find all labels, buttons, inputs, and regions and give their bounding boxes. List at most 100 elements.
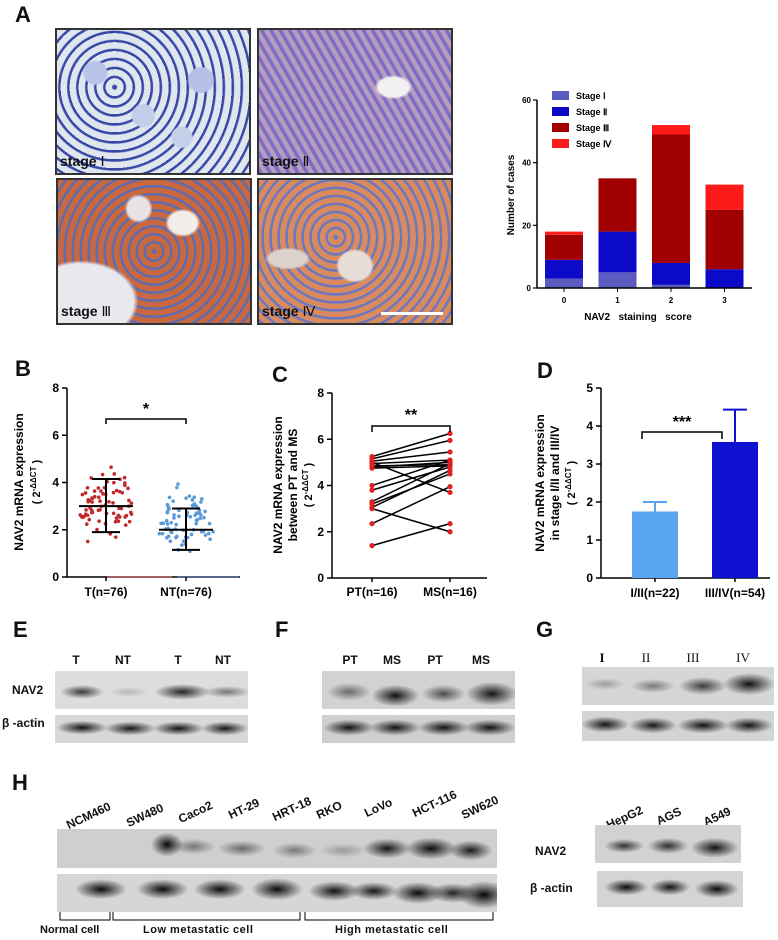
bar-segment bbox=[705, 209, 744, 270]
lane-label: LoVo bbox=[362, 795, 395, 820]
panel-label-h: H bbox=[12, 770, 28, 795]
lane-label: II bbox=[641, 650, 651, 665]
western-blot-h2-nav2 bbox=[595, 825, 741, 863]
bar-segment bbox=[652, 134, 690, 263]
western-blot-h2-actin bbox=[597, 871, 743, 907]
lane-label: Caco2 bbox=[176, 798, 215, 826]
panel-label-c: C bbox=[272, 362, 288, 387]
paired-plot-c: 0 2 4 6 8 PT(n=16) MS(n=16) ** NAV2 mRNA express… bbox=[271, 386, 487, 599]
bar-segment bbox=[545, 231, 583, 235]
lane-label: SW480 bbox=[124, 800, 166, 830]
lane-label: I bbox=[599, 650, 605, 665]
svg-text:**: ** bbox=[405, 407, 418, 424]
svg-text:4: 4 bbox=[586, 419, 593, 433]
lane-label: NT bbox=[215, 653, 231, 667]
western-blot-g-nav2 bbox=[582, 667, 774, 705]
bar-chart-d: 0 1 2 3 4 5 I/II(n=22) III/IV(n=54) *** NAV2 mRNA… bbox=[533, 381, 770, 600]
svg-text:Stage Ⅲ: Stage Ⅲ bbox=[576, 123, 609, 133]
stacked-bar-chart-a: 0 20 40 60 0 1 2 3 Number of cases NAV2 staini… bbox=[506, 91, 752, 323]
lane-label: HRT-18 bbox=[270, 793, 314, 824]
svg-text:0: 0 bbox=[586, 571, 593, 585]
lane-label: T bbox=[72, 653, 80, 667]
h-group-brackets bbox=[59, 912, 494, 921]
bar-segment bbox=[598, 272, 637, 288]
bar-segment bbox=[705, 269, 744, 288]
svg-text:3: 3 bbox=[586, 457, 593, 471]
chart-b-content: 0 2 4 6 8 T(n=76) NT(n=76) * NAV2 mRNA expressio… bbox=[12, 381, 240, 599]
svg-text:Stage Ⅱ: Stage Ⅱ bbox=[576, 107, 607, 117]
svg-text:1: 1 bbox=[586, 533, 593, 547]
panel-label-g: G bbox=[536, 617, 554, 642]
ihc-image-stage-3: stage Ⅲ bbox=[56, 178, 252, 325]
svg-text:0: 0 bbox=[562, 296, 567, 305]
chart-a-x-ticks: 0 1 2 3 bbox=[562, 288, 727, 305]
svg-text:40: 40 bbox=[522, 159, 531, 168]
western-blot-g-actin bbox=[582, 711, 774, 741]
western-blot-e-nav2 bbox=[55, 671, 248, 709]
lane-label: HCT-116 bbox=[410, 787, 459, 820]
lane-label: PT bbox=[342, 653, 358, 667]
lane-label: IV bbox=[736, 650, 750, 665]
lane-label: PT bbox=[427, 653, 443, 667]
lane-label: SW620 bbox=[459, 792, 501, 822]
ihc-caption: stage Ⅲ bbox=[61, 303, 112, 320]
svg-text:20: 20 bbox=[522, 221, 531, 230]
svg-text:PT(n=16): PT(n=16) bbox=[346, 585, 397, 599]
lane-label: NCM460 bbox=[64, 799, 113, 832]
bar-segment bbox=[705, 184, 744, 210]
svg-text:8: 8 bbox=[52, 381, 59, 395]
svg-text:NAV2 mRNA expression: NAV2 mRNA expression bbox=[533, 414, 547, 551]
svg-text:2: 2 bbox=[586, 495, 593, 509]
lane-label: III bbox=[686, 650, 700, 665]
row-label-nav2: NAV2 bbox=[12, 683, 44, 697]
ihc-caption: stage Ⅰ bbox=[60, 153, 105, 170]
svg-text:between PT and MS: between PT and MS bbox=[286, 429, 300, 542]
svg-text:2: 2 bbox=[52, 523, 59, 537]
group-label-normal: Normal cell bbox=[40, 924, 100, 936]
svg-text:3: 3 bbox=[722, 296, 727, 305]
svg-text:6: 6 bbox=[52, 428, 59, 442]
group-label-high-metastatic: High metastatic cell bbox=[335, 924, 449, 936]
bar-segment bbox=[545, 259, 583, 279]
bar-segment bbox=[652, 262, 690, 285]
svg-text:NT(n=76): NT(n=76) bbox=[160, 585, 212, 599]
svg-text:NAV2 mRNA expression: NAV2 mRNA expression bbox=[12, 413, 26, 550]
svg-text:Stage Ⅰ: Stage Ⅰ bbox=[576, 91, 606, 101]
svg-text:0: 0 bbox=[527, 284, 532, 293]
panel-label-b: B bbox=[15, 356, 31, 381]
svg-text:1: 1 bbox=[615, 296, 620, 305]
ihc-image-stage-2: stage Ⅱ bbox=[257, 28, 453, 175]
svg-text:2: 2 bbox=[317, 525, 324, 539]
svg-text:III/IV(n=54): III/IV(n=54) bbox=[705, 586, 765, 600]
svg-text:MS(n=16): MS(n=16) bbox=[423, 585, 477, 599]
dot-plot-b: 0 2 4 6 8 T(n=76) NT(n=76) * NAV2 mRNA expressio… bbox=[12, 381, 240, 599]
svg-text:60: 60 bbox=[522, 96, 531, 105]
bar-segment bbox=[598, 178, 637, 232]
western-blot-e-actin bbox=[55, 715, 248, 743]
svg-text:T(n=76): T(n=76) bbox=[84, 585, 127, 599]
bar-segment bbox=[652, 125, 690, 135]
bar-segment bbox=[545, 234, 583, 260]
scale-bar bbox=[381, 312, 443, 315]
lane-label: MS bbox=[472, 653, 490, 667]
svg-text:NAV2 mRNA expression: NAV2 mRNA expression bbox=[271, 416, 285, 553]
chart-a-legend: Stage Ⅰ Stage Ⅱ Stage Ⅲ Stage Ⅳ bbox=[552, 91, 612, 149]
svg-text:*: * bbox=[143, 401, 150, 418]
svg-text:6: 6 bbox=[317, 432, 324, 446]
svg-text:8: 8 bbox=[317, 386, 324, 400]
svg-text:2: 2 bbox=[669, 296, 674, 305]
panel-label-e: E bbox=[13, 617, 28, 642]
panel-label-d: D bbox=[537, 358, 553, 383]
svg-text:( 2-ΔΔCT ): ( 2-ΔΔCT ) bbox=[29, 459, 43, 504]
bar-segment bbox=[545, 278, 583, 288]
western-blot-f-nav2 bbox=[322, 671, 515, 709]
ihc-image-stage-4: stage Ⅳ bbox=[257, 178, 453, 325]
svg-text:***: *** bbox=[673, 414, 692, 431]
lane-label: MS bbox=[383, 653, 401, 667]
ihc-caption: stage Ⅳ bbox=[262, 303, 316, 320]
svg-text:0: 0 bbox=[52, 570, 59, 584]
panel-label-a: A bbox=[15, 2, 31, 27]
svg-text:4: 4 bbox=[52, 476, 59, 490]
svg-text:5: 5 bbox=[586, 381, 593, 395]
group-label-low-metastatic: Low metastatic cell bbox=[143, 924, 254, 936]
